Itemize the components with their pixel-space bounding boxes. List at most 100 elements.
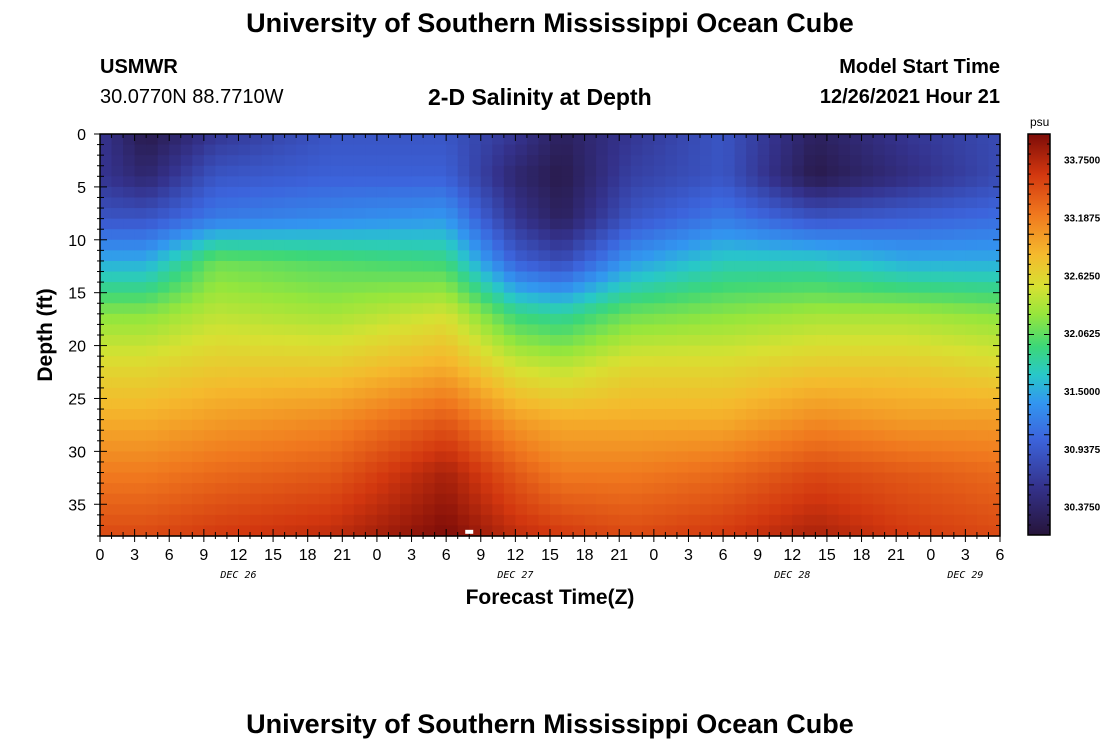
heatmap-cell [180,239,193,251]
heatmap-cell [850,218,863,230]
heatmap-cell [192,525,205,537]
heatmap-cell [123,197,136,209]
heatmap-cell [850,208,863,220]
heatmap-cell [446,186,459,199]
heatmap-cell [792,419,805,431]
heatmap-cell [550,409,563,421]
heatmap-cell [123,398,136,410]
heatmap-cell [942,525,955,537]
heatmap-cell [826,313,840,326]
heatmap-cell [376,239,390,251]
heatmap-cell [134,186,147,199]
heatmap-cell [203,165,216,177]
colorbar-label: 33.7500 [1064,156,1100,167]
heatmap-cell [700,250,713,262]
heatmap-cell [919,419,932,431]
heatmap-cell [319,514,332,527]
heatmap-cell [723,409,736,421]
heatmap-cell [423,514,436,527]
heatmap-cell [907,504,920,516]
heatmap-cell [907,303,920,315]
heatmap-cell [203,409,216,421]
heatmap-cell [157,345,170,357]
heatmap-cell [342,377,355,389]
heatmap-cell [757,525,770,537]
heatmap-cell [873,144,886,156]
station-id: USMWR [100,56,178,78]
heatmap-cell [780,155,793,167]
heatmap-cell [723,144,736,156]
heatmap-cell [665,335,678,347]
heatmap-cell [953,483,966,495]
heatmap-cell [619,208,632,220]
heatmap-cell [746,324,759,336]
heatmap-cell [815,218,828,230]
heatmap-cell [307,324,320,336]
heatmap-cell [665,292,678,304]
heatmap-cell [780,366,793,378]
heatmap-cell [976,440,990,452]
heatmap-cell [665,409,678,421]
heatmap-cell [873,409,886,421]
heatmap-cell [596,186,609,199]
heatmap-cell [930,176,943,188]
heatmap-cell [180,409,193,421]
heatmap-cell [757,440,770,452]
heatmap-cell [100,176,113,188]
heatmap-cell [896,504,909,516]
heatmap-cell [342,419,355,431]
heatmap-cell [826,345,840,357]
heatmap-cell [953,208,966,220]
heatmap-cell [815,335,828,347]
heatmap-cell [561,345,574,357]
heatmap-cell [307,345,320,357]
heatmap-cell [988,218,1001,230]
heatmap-cell [111,165,124,177]
heatmap-cell [907,144,920,156]
heatmap-cell [273,155,286,167]
heatmap-cell [907,197,920,209]
heatmap-cell [919,345,932,357]
heatmap-cell [284,377,297,389]
heatmap-cell [423,409,436,421]
heatmap-cell [434,514,447,527]
heatmap-cell [723,356,736,368]
heatmap-cell [930,208,943,220]
heatmap-cell [469,419,482,431]
heatmap-cell [688,356,701,368]
heatmap-cell [769,313,782,326]
heatmap-cell [861,303,874,315]
heatmap-cell [296,525,309,537]
heatmap-cell [330,366,343,378]
heatmap-cell [423,451,436,463]
heatmap-cell [330,514,343,527]
heatmap-cell [561,451,574,463]
heatmap-cell [734,514,747,527]
heatmap-cell [180,197,193,209]
heatmap-cell [561,419,574,431]
heatmap-cell [688,440,701,452]
heatmap-cell [873,165,886,177]
heatmap-cell [700,525,713,537]
heatmap-cell [734,186,747,199]
heatmap-cell [676,525,690,537]
heatmap-cell [850,165,863,177]
heatmap-cell [596,165,609,177]
heatmap-cell [238,419,251,431]
heatmap-cell [873,324,886,336]
heatmap-cell [953,451,966,463]
heatmap-cell [538,324,551,336]
heatmap-cell [203,155,216,167]
heatmap-cell [192,493,205,505]
heatmap-cell [780,186,793,199]
heatmap-cell [296,472,309,484]
heatmap-cell [550,377,563,389]
heatmap-cell [688,335,701,347]
heatmap-cell [630,239,643,251]
heatmap-cell [965,398,978,410]
heatmap-cell [330,165,343,177]
heatmap-cell [607,440,620,452]
heatmap-cell [273,324,286,336]
heatmap-cell [653,186,666,199]
heatmap-cell [226,430,240,442]
